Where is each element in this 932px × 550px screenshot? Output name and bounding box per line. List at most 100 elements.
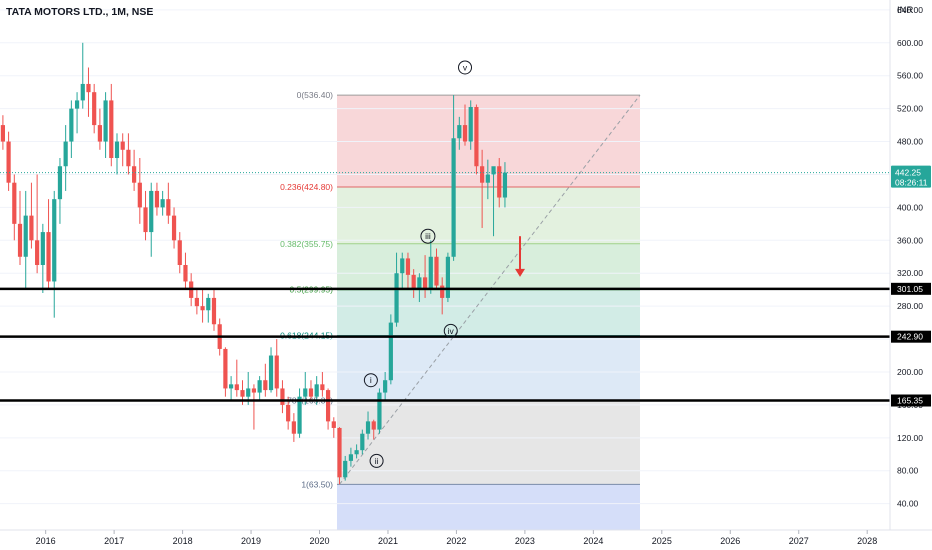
- candle-body: [462, 125, 468, 142]
- candle-body: [343, 460, 348, 478]
- level-price-value: 242.90: [897, 332, 923, 342]
- candle-body: [171, 215, 177, 241]
- candle-body: [6, 141, 11, 183]
- time-tick-label: 2027: [789, 536, 809, 546]
- fibonacci-retracement-zones: 0(536.40)0.236(424.80)0.382(355.75)0.5(2…: [280, 90, 640, 530]
- candle-body: [474, 106, 479, 167]
- grid: [0, 9, 890, 505]
- time-tick-label: 2022: [446, 536, 466, 546]
- candle-body: [114, 141, 120, 159]
- candle-body: [348, 454, 354, 461]
- wave-label-circle: [420, 228, 436, 244]
- time-tick-label: 2024: [583, 536, 603, 546]
- candle-body: [80, 83, 85, 101]
- candle-body: [274, 355, 279, 389]
- candle-body: [17, 223, 23, 257]
- arrow-head: [515, 268, 525, 277]
- candle-body: [400, 258, 405, 274]
- candle-body: [497, 166, 502, 198]
- wave-label-circle: [443, 323, 458, 338]
- candle-body: [325, 390, 331, 422]
- time-tick-label: 2019: [241, 536, 261, 546]
- symbol-title: TATA MOTORS LTD., 1M, NSE: [6, 6, 153, 18]
- candle-body: [354, 450, 359, 455]
- candle-body: [291, 421, 296, 434]
- wave-label-circle: [458, 60, 473, 75]
- candle-body: [451, 138, 456, 257]
- candle-body: [12, 182, 17, 224]
- candle-body: [74, 100, 80, 109]
- level-price-badge: [891, 394, 931, 407]
- time-tick-label: 2023: [515, 536, 535, 546]
- time-tick-label: 2017: [104, 536, 124, 546]
- candle-body: [229, 384, 234, 389]
- level-price-value: 165.35: [897, 396, 923, 406]
- candle-body: [126, 149, 131, 167]
- candle-body: [388, 322, 393, 381]
- candle-body: [417, 277, 422, 290]
- candle-body: [445, 256, 450, 298]
- fib-level-label: 0(536.40): [297, 90, 334, 100]
- price-tick-label: 520.00: [897, 104, 923, 114]
- time-tick-label: 2020: [309, 536, 329, 546]
- candle-body: [194, 297, 199, 307]
- candle-body: [86, 83, 91, 93]
- candle-body: [23, 215, 28, 257]
- price-tick-label: 280.00: [897, 301, 923, 311]
- candle-body: [120, 141, 125, 150]
- candle-body: [502, 172, 508, 198]
- candle-countdown: 08:26:11: [895, 178, 928, 188]
- wave-label-circle: [369, 453, 384, 468]
- time-axis[interactable]: 2016 2017 2018 2019 2020 2021 2022 2023 2024 2025…: [36, 530, 878, 546]
- fib-zone: [337, 400, 640, 485]
- price-tick-label: 120.00: [897, 433, 923, 443]
- candle-body: [286, 404, 291, 422]
- price-tick-label: 640.00: [897, 5, 923, 15]
- candle-body: [0, 125, 5, 142]
- candle-body: [251, 388, 257, 393]
- candle-body: [200, 306, 205, 311]
- time-tick-label: 2025: [652, 536, 672, 546]
- price-tick-label: 200.00: [897, 367, 923, 377]
- candle-body: [160, 199, 165, 208]
- candle-body: [268, 355, 274, 391]
- level-price-badge: [891, 282, 931, 295]
- price-tick-label: 400.00: [897, 202, 923, 212]
- current-price-badge: [891, 165, 931, 188]
- candle-body: [457, 125, 462, 139]
- candle-body: [383, 380, 388, 393]
- candle-body: [485, 174, 490, 183]
- time-tick-label: 2018: [173, 536, 193, 546]
- candle-body: [280, 388, 285, 405]
- price-tick-label: 320.00: [897, 268, 923, 278]
- currency-label: INR: [897, 5, 914, 16]
- candle-body: [434, 256, 439, 286]
- fib-zone: [337, 243, 640, 290]
- fib-level-label: 0.382(355.75): [280, 239, 333, 249]
- candle-body: [303, 388, 308, 397]
- wave-label: iv: [448, 326, 455, 336]
- candle-body: [440, 285, 445, 298]
- fib-zone: [337, 186, 640, 244]
- candle-body: [132, 166, 137, 183]
- candle-body: [411, 274, 416, 290]
- candle-body: [331, 421, 336, 428]
- candle-body: [263, 380, 268, 391]
- candle-body: [29, 215, 34, 241]
- candle-body: [149, 190, 154, 233]
- candle-body: [360, 433, 365, 451]
- level-price-value: 301.05: [897, 284, 923, 294]
- candle-body: [257, 380, 262, 393]
- candle-body: [428, 256, 433, 290]
- candle-body: [223, 348, 228, 389]
- level-price-badge: [891, 330, 931, 343]
- candle-body: [211, 297, 217, 325]
- candle-body: [297, 396, 302, 434]
- time-tick-label: 2021: [378, 536, 398, 546]
- candle-body: [377, 392, 382, 430]
- fib-zone: [337, 289, 640, 336]
- candle-body: [109, 100, 114, 159]
- candle-body: [246, 388, 251, 397]
